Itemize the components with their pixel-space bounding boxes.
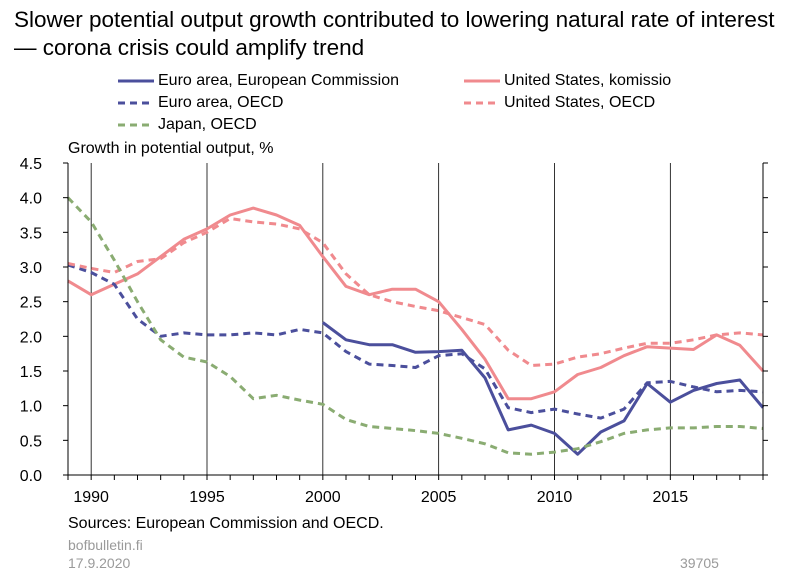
y-tick-label: 0.5 [20, 433, 42, 450]
x-tick-label: 2000 [305, 489, 341, 506]
legend-label: Japan, OECD [158, 116, 257, 133]
y-tick-label: 4.0 [20, 191, 42, 208]
site-label: bofbulletin.fi [68, 537, 143, 553]
x-tick-label: 1990 [73, 489, 109, 506]
legend-item-euro-oecd: Euro area, OECD [118, 94, 283, 112]
y-tick-label: 0.0 [20, 468, 42, 485]
chart-title: Slower potential output growth contribut… [14, 7, 775, 60]
series-line [67, 217, 764, 367]
legend: Euro area, European Commission United St… [0, 0, 800, 140]
y-tick-label: 1.5 [20, 364, 42, 381]
series-line [67, 206, 765, 401]
legend-label: United States, OECD [504, 94, 656, 111]
legend-label: Euro area, European Commission [158, 72, 400, 89]
y-tick-label: 3.5 [20, 225, 42, 242]
axes: 4.5 4.0 3.5 3.0 2.5 2.0 1.5 1.0 0.5 0.0 1990 1995 20… [20, 156, 768, 506]
y-tick-label: 4.5 [20, 156, 42, 173]
date-label: 17.9.2020 [68, 555, 131, 571]
legend-item-japan-oecd: Japan, OECD [118, 116, 257, 134]
x-tick-label: 1995 [189, 489, 225, 506]
chart-code: 39705 [680, 555, 719, 571]
y-tick-label: 2.5 [20, 295, 42, 312]
series-lines [66, 196, 765, 456]
series-line [67, 263, 764, 420]
legend-swatch-dashed [118, 101, 154, 105]
y-tick-label: 1.0 [20, 399, 42, 416]
legend-label: Euro area, OECD [158, 94, 284, 111]
legend-swatch-solid [118, 79, 154, 83]
y-axis-title: Growth in potential output, % [68, 140, 274, 157]
series-line [321, 321, 765, 456]
legend-label: United States, komissio [504, 72, 672, 89]
legend-swatch-solid [464, 79, 500, 83]
y-tick-label: 2.0 [20, 329, 42, 346]
legend-swatch-dashed [464, 101, 500, 105]
legend-item-us-commission: United States, komissio [464, 72, 671, 90]
legend-item-euro-ec: Euro area, European Commission [118, 72, 399, 90]
legend-swatch-dashed [118, 123, 154, 127]
grid [90, 163, 671, 475]
series-line [66, 196, 764, 456]
legend-item-us-oecd: United States, OECD [464, 94, 655, 112]
x-tick-label: 2015 [653, 489, 689, 506]
source-note: Sources: European Commission and OECD. [68, 515, 384, 532]
y-tick-label: 3.0 [20, 260, 42, 277]
x-tick-label: 2005 [421, 489, 457, 506]
x-tick-label: 2010 [537, 489, 573, 506]
